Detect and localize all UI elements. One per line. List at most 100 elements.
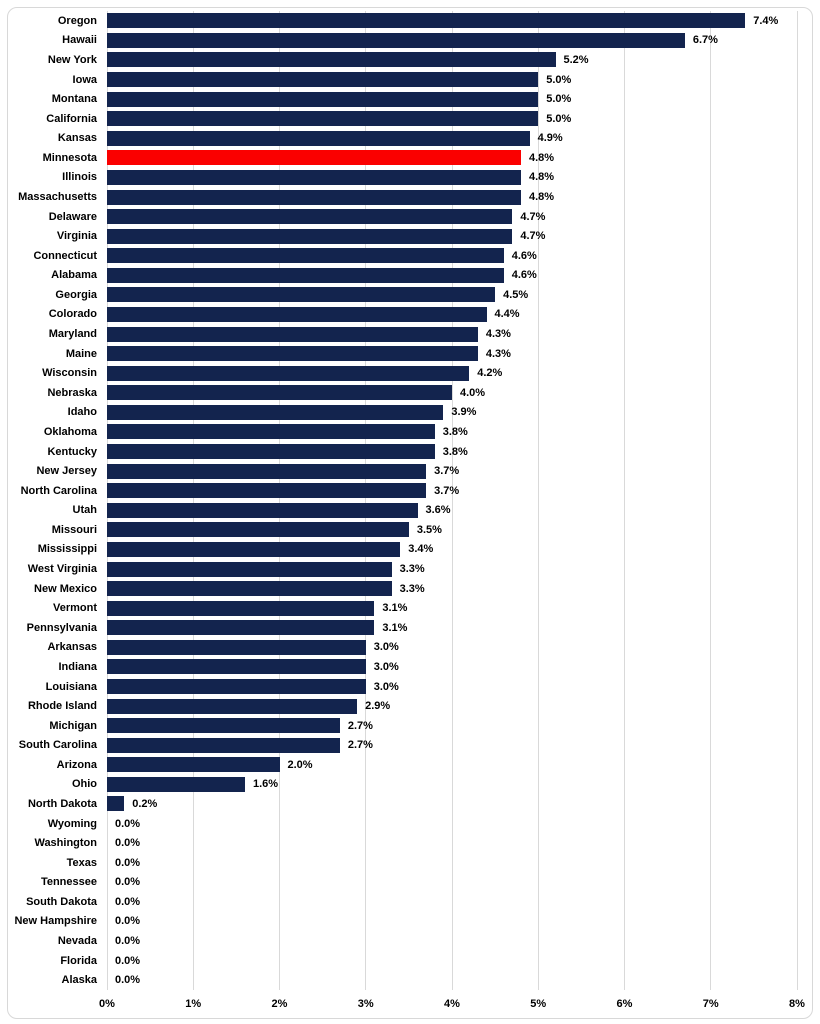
bar [107, 639, 366, 655]
value-label: 3.0% [373, 641, 399, 654]
category-label: Indiana [58, 660, 97, 673]
bar-row: Texas 0.0% [0, 853, 820, 873]
category-label: North Dakota [27, 797, 97, 810]
value-label: 3.8% [442, 425, 468, 438]
bar-track: 3.9% [107, 403, 797, 423]
category-label: Arizona [56, 758, 97, 771]
gridline [710, 11, 712, 990]
value-label: 0.0% [115, 895, 141, 908]
category-label: Washington [34, 837, 97, 850]
x-tick-label: 4% [444, 998, 460, 1010]
bar-track: 4.8% [107, 148, 797, 168]
category-label: West Virginia [27, 563, 97, 576]
category-label: Delaware [48, 210, 97, 223]
bar-row: Massachusetts 4.8% [0, 187, 820, 207]
bar-row: Louisiana 3.0% [0, 677, 820, 697]
bar-track: 0.0% [107, 970, 797, 990]
value-label: 1.6% [253, 778, 279, 791]
bar-row: Hawaii 6.7% [0, 31, 820, 51]
x-tick-label: 1% [185, 998, 202, 1010]
category-label: Missouri [51, 523, 97, 536]
bar [107, 502, 418, 518]
bar-track: 0.0% [107, 951, 797, 971]
gridline [365, 11, 367, 990]
category-label: Illinois [62, 171, 97, 184]
bar-row: Virginia 4.7% [0, 226, 820, 246]
value-label: 5.0% [546, 73, 572, 86]
category-label: Ohio [71, 778, 97, 791]
bar-row: New Jersey 3.7% [0, 461, 820, 481]
bar-track: 3.7% [107, 461, 797, 481]
x-tick-label: 6% [616, 998, 633, 1010]
bar-track: 3.4% [107, 540, 797, 560]
bar [107, 659, 366, 675]
bar-row: South Carolina 2.7% [0, 735, 820, 755]
value-label: 5.0% [546, 93, 572, 106]
bar-row: Mississippi 3.4% [0, 540, 820, 560]
plot-gridlines [106, 11, 798, 990]
bar [107, 444, 435, 460]
x-axis: 0% 1% 2% 3% 4% 5% 6% 7% 8% [99, 996, 805, 1016]
bar-track: 0.0% [107, 892, 797, 912]
bar-row: Tennessee 0.0% [0, 873, 820, 893]
bar-row: Minnesota 4.8% [0, 148, 820, 168]
bar [107, 620, 375, 636]
value-label: 0.0% [115, 876, 141, 889]
bar-row: New Hampshire 0.0% [0, 912, 820, 932]
bar-track: 7.4% [107, 11, 797, 31]
bar-row: Connecticut 4.6% [0, 246, 820, 266]
value-label: 0.2% [132, 797, 158, 810]
bar [107, 679, 366, 694]
category-label: Oklahoma [43, 425, 97, 438]
category-label: Tennessee [40, 876, 97, 889]
bar-track: 2.7% [107, 735, 797, 755]
value-label: 3.1% [382, 602, 408, 615]
x-tick-label: 0% [99, 998, 115, 1010]
value-label: 2.9% [365, 700, 391, 713]
bar-track: 0.2% [107, 794, 797, 814]
bar-row: California 5.0% [0, 109, 820, 129]
x-tick-label: 5% [530, 998, 547, 1010]
category-label: Arkansas [47, 641, 97, 654]
bar-track: 3.0% [107, 677, 797, 697]
value-label: 3.0% [373, 680, 399, 693]
category-label: Iowa [72, 73, 97, 86]
bar-track: 3.1% [107, 598, 797, 618]
bar [107, 581, 392, 597]
bar-track: 3.6% [107, 501, 797, 521]
value-label: 3.4% [408, 543, 434, 556]
bar-track: 1.6% [107, 775, 797, 795]
value-label: 4.0% [460, 386, 486, 399]
bar [107, 346, 478, 362]
bar [107, 228, 513, 244]
bar-track: 6.7% [107, 31, 797, 51]
bar-row: Illinois 4.8% [0, 168, 820, 188]
category-label: North Carolina [20, 484, 97, 497]
bar-row: Utah 3.6% [0, 501, 820, 521]
bar-row: Michigan 2.7% [0, 716, 820, 736]
value-label: 3.1% [382, 621, 408, 634]
bar-row: Florida 0.0% [0, 951, 820, 971]
category-label: Rhode Island [27, 700, 97, 713]
gridline [537, 11, 539, 990]
bar-track: 4.7% [107, 226, 797, 246]
value-label: 5.2% [563, 53, 589, 66]
bar-row: Nevada 0.0% [0, 931, 820, 951]
bar-row: Kansas 4.9% [0, 128, 820, 148]
bar-row: Missouri 3.5% [0, 520, 820, 540]
category-label: Florida [60, 954, 97, 967]
bar-row: Alaska 0.0% [0, 970, 820, 990]
bar-track: 4.8% [107, 168, 797, 188]
category-label: New Hampshire [14, 915, 97, 928]
category-label: Texas [66, 856, 97, 869]
category-label: Colorado [48, 308, 97, 321]
category-label: Wisconsin [42, 367, 97, 380]
bar-row: Alabama 4.6% [0, 266, 820, 286]
value-label: 4.8% [529, 171, 555, 184]
value-label: 4.3% [485, 328, 511, 341]
category-label: California [46, 112, 97, 125]
value-label: 4.9% [537, 132, 563, 145]
value-label: 4.8% [529, 191, 555, 203]
value-label: 0.0% [115, 915, 141, 928]
bar-track: 2.9% [107, 696, 797, 716]
